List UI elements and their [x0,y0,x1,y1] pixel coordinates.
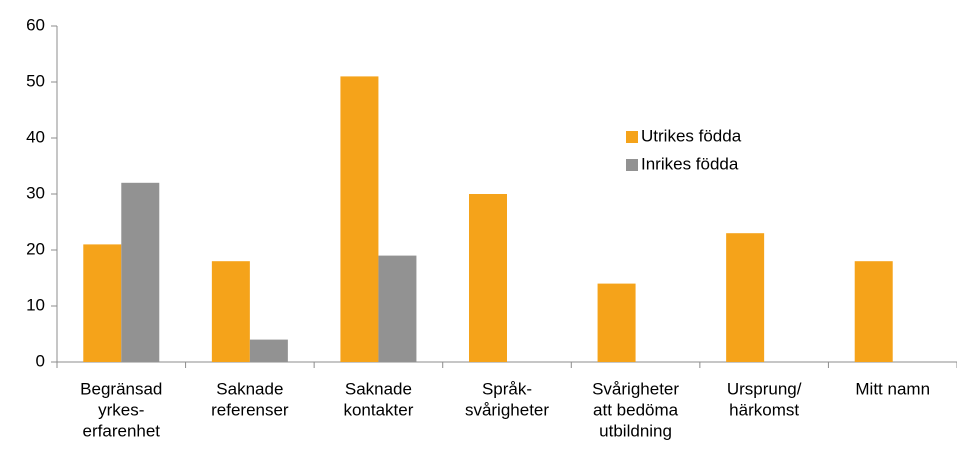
x-tick-label: Mitt namn [855,379,930,398]
y-tick-label: 40 [26,127,45,146]
bar [378,255,417,362]
x-tick-label: att bedöma [593,400,679,419]
x-tick-label: härkomst [729,400,799,419]
x-tick-label: svårigheter [465,400,549,419]
x-tick-label: Saknade [216,379,283,398]
bar [854,261,893,362]
y-tick-label: 30 [26,183,45,202]
y-tick-label: 50 [26,71,45,90]
x-tick-label: Saknade [345,379,412,398]
bar [597,283,636,362]
legend-swatch [626,131,638,143]
bar [340,76,379,363]
y-tick-label: 0 [36,351,45,370]
y-tick-label: 60 [26,15,45,34]
x-tick-label: kontakter [343,400,413,419]
x-tick-label: Ursprung/ [727,379,802,398]
bar [211,261,250,362]
bar [121,182,160,362]
x-tick-label: Språk- [482,379,532,398]
y-tick-label: 20 [26,239,45,258]
bar [83,244,122,362]
legend-label: Utrikes födda [641,126,742,145]
y-tick-label: 10 [26,295,45,314]
x-tick-label: yrkes- [98,400,144,419]
bar [726,233,765,362]
legend-label: Inrikes födda [641,154,739,173]
bar [249,339,288,362]
x-tick-label: Svårigheter [592,379,679,398]
x-tick-label: referenser [211,400,289,419]
x-tick-label: erfarenhet [83,421,161,440]
x-tick-label: Begränsad [80,379,162,398]
x-tick-label: utbildning [599,421,672,440]
bar [469,194,507,362]
legend-swatch [626,159,638,171]
